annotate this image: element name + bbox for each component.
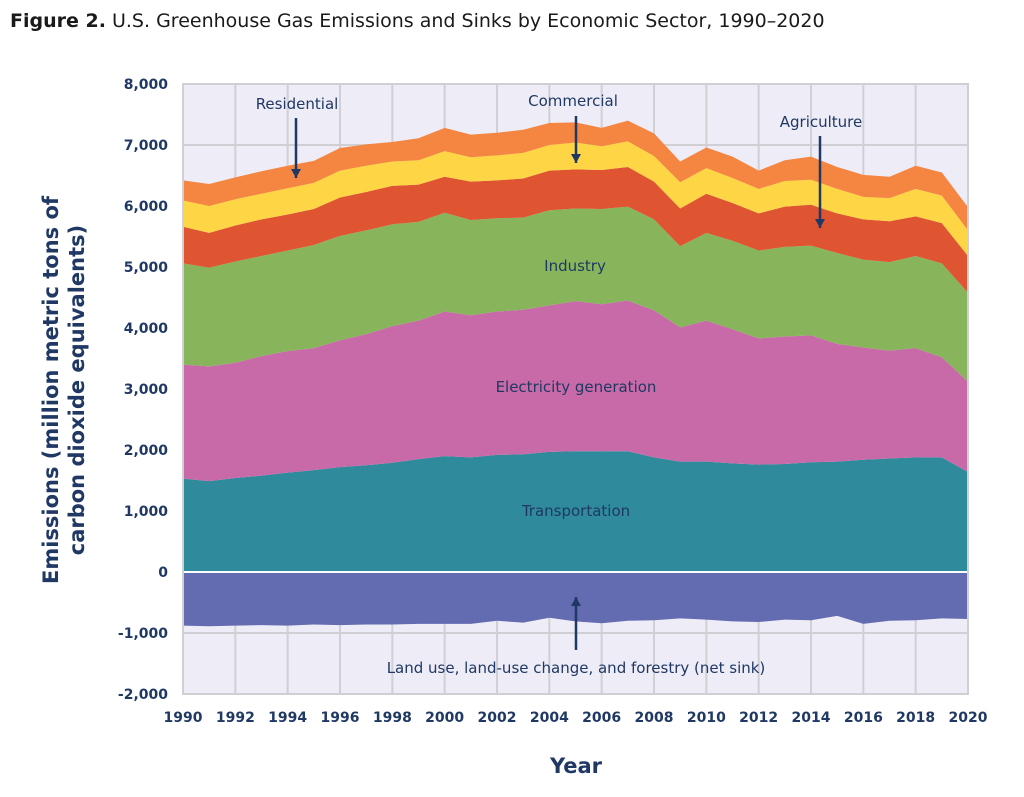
arrowhead-icon	[571, 597, 581, 606]
y-tick-label: 7,000	[124, 138, 169, 154]
x-axis-label: Year	[549, 754, 603, 778]
y-tick-label: 1,000	[124, 504, 169, 520]
area-electricity-generation	[183, 300, 968, 482]
x-tick-label: 2014	[792, 710, 831, 726]
y-tick-label: 8,000	[124, 77, 169, 93]
x-tick-label: 2012	[739, 710, 778, 726]
annotation-label: Commercial	[528, 92, 618, 110]
arrowhead-icon	[571, 154, 581, 163]
y-tick-label: -2,000	[118, 687, 168, 703]
arrowhead-icon	[291, 169, 301, 178]
y-tick-label: 5,000	[124, 260, 169, 276]
x-tick-label: 2008	[635, 710, 674, 726]
area-agriculture	[183, 166, 968, 293]
y-tick-label: 3,000	[124, 382, 169, 398]
annotation-label: Electricity generation	[496, 378, 657, 396]
plot-frame	[182, 83, 969, 695]
x-tick-label: 1994	[268, 710, 307, 726]
x-tick-label: 2000	[425, 710, 464, 726]
figure-label: Figure 2.	[10, 10, 106, 32]
arrowhead-icon	[815, 219, 825, 228]
y-tick-label: -1,000	[118, 626, 168, 642]
annotation-label: Transportation	[521, 502, 630, 520]
y-tick-label: 4,000	[124, 321, 169, 337]
area-transportation	[183, 451, 968, 572]
annotation-label: Agriculture	[780, 113, 863, 131]
x-tick-label: 2010	[687, 710, 726, 726]
x-tick-label: 2006	[582, 710, 621, 726]
y-axis-label-line1: Emissions (million metric tons of	[39, 195, 63, 584]
y-tick-label: 6,000	[124, 199, 169, 215]
x-tick-label: 1998	[373, 710, 412, 726]
y-axis-label-line2: carbon dioxide equivalents)	[65, 225, 89, 556]
area-commercial	[183, 141, 968, 257]
figure-title-text: U.S. Greenhouse Gas Emissions and Sinks …	[111, 10, 825, 32]
area-industry	[183, 206, 968, 382]
annotation-label: Land use, land-use change, and forestry …	[387, 659, 766, 677]
x-tick-label: 1996	[321, 710, 360, 726]
x-tick-label: 2016	[844, 710, 883, 726]
area-residential	[183, 120, 968, 231]
y-tick-label: 0	[158, 565, 168, 581]
x-tick-label: 2004	[530, 710, 569, 726]
annotation-label: Residential	[256, 95, 339, 113]
figure-title: Figure 2. U.S. Greenhouse Gas Emissions …	[10, 10, 825, 32]
x-tick-label: 2018	[896, 710, 935, 726]
annotation-label: Industry	[544, 257, 606, 275]
x-tick-label: 2020	[949, 710, 988, 726]
x-tick-label: 1992	[216, 710, 255, 726]
x-tick-label: 2002	[478, 710, 517, 726]
y-tick-label: 2,000	[124, 443, 169, 459]
x-tick-label: 1990	[164, 710, 203, 726]
